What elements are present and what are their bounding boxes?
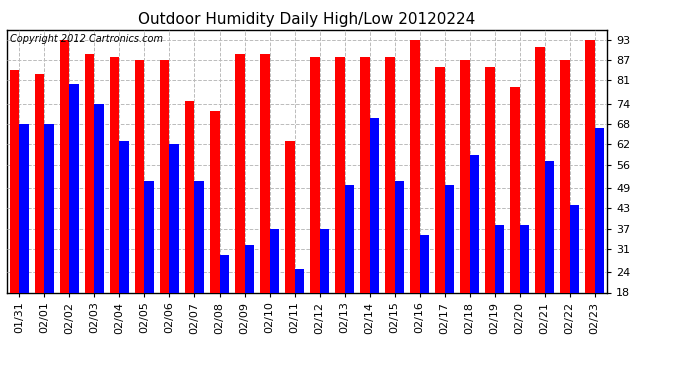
Bar [444,185,454,292]
Bar [35,74,44,292]
Bar [170,144,179,292]
Bar [385,57,395,292]
Bar [420,235,429,292]
Bar [535,47,544,292]
Bar [344,185,354,292]
Bar [270,228,279,292]
Bar [60,40,70,292]
Text: Copyright 2012 Cartronics.com: Copyright 2012 Cartronics.com [10,34,163,44]
Bar [70,84,79,292]
Bar [595,128,604,292]
Bar [510,87,520,292]
Bar [410,40,420,292]
Bar [219,255,229,292]
Bar [544,161,554,292]
Bar [335,57,344,292]
Bar [95,104,104,292]
Bar [460,60,470,292]
Bar [310,57,319,292]
Bar [85,54,95,292]
Bar [435,67,444,292]
Bar [295,269,304,292]
Bar [44,124,54,292]
Bar [560,60,570,292]
Bar [395,182,404,292]
Bar [370,117,379,292]
Bar [360,57,370,292]
Bar [119,141,129,292]
Title: Outdoor Humidity Daily High/Low 20120224: Outdoor Humidity Daily High/Low 20120224 [139,12,475,27]
Bar [470,154,479,292]
Bar [495,225,504,292]
Bar [110,57,119,292]
Bar [585,40,595,292]
Bar [19,124,29,292]
Bar [244,245,254,292]
Bar [260,54,270,292]
Bar [485,67,495,292]
Bar [210,111,219,292]
Bar [570,205,579,292]
Bar [135,60,144,292]
Bar [319,228,329,292]
Bar [195,182,204,292]
Bar [520,225,529,292]
Bar [10,70,19,292]
Bar [235,54,244,292]
Bar [160,60,170,292]
Bar [285,141,295,292]
Bar [144,182,154,292]
Bar [185,100,195,292]
